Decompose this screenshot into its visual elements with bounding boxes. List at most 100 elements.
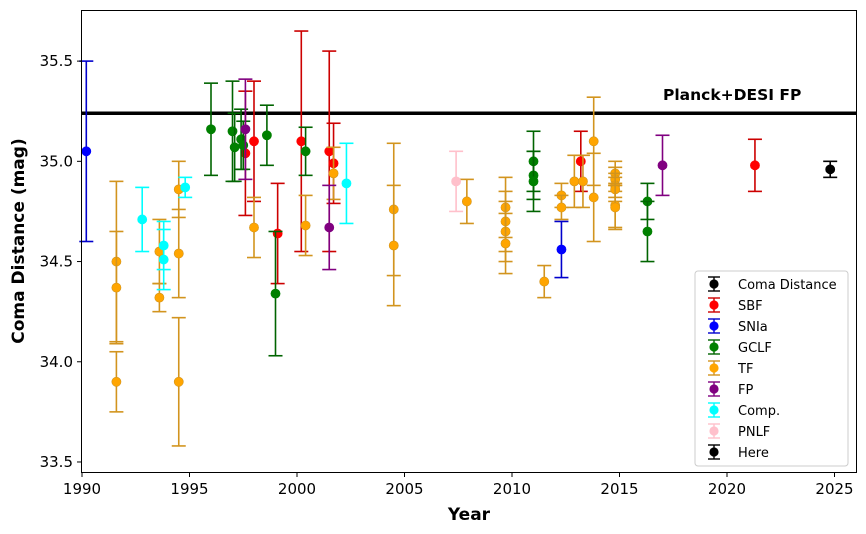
data-point bbox=[388, 240, 399, 251]
legend-label: Here bbox=[738, 446, 769, 461]
series-gclf bbox=[204, 80, 655, 357]
y-tick-label: 34.0 bbox=[40, 353, 73, 371]
data-point bbox=[137, 214, 148, 225]
data-point bbox=[206, 124, 216, 135]
series-comp bbox=[135, 142, 354, 291]
data-point bbox=[296, 136, 307, 147]
legend-label: Coma Distance bbox=[738, 278, 837, 293]
y-tick-label: 34.5 bbox=[40, 253, 73, 271]
data-point bbox=[539, 276, 550, 287]
legend-label: PNLF bbox=[738, 425, 770, 440]
x-tick-label: 2020 bbox=[708, 480, 746, 498]
legend-item: TF bbox=[708, 360, 753, 377]
legend-marker bbox=[709, 384, 719, 394]
legend-box bbox=[694, 270, 849, 467]
legend-item: GCLF bbox=[708, 339, 772, 356]
x-tick-label: 2010 bbox=[493, 480, 531, 498]
legend-item: SNIa bbox=[708, 318, 768, 335]
legend-label: SBF bbox=[738, 299, 763, 314]
data-point bbox=[341, 178, 352, 189]
data-point bbox=[324, 222, 335, 233]
legend-marker bbox=[709, 405, 719, 415]
data-point bbox=[261, 130, 272, 141]
data-point bbox=[556, 244, 567, 255]
data-point bbox=[229, 142, 240, 153]
data-point bbox=[249, 136, 259, 147]
y-tick-label: 33.5 bbox=[40, 453, 73, 471]
legend-marker bbox=[709, 447, 719, 457]
data-point bbox=[528, 176, 539, 187]
data-point bbox=[451, 176, 461, 187]
data-point bbox=[154, 292, 165, 303]
data-point bbox=[111, 376, 122, 387]
legend-marker bbox=[709, 300, 719, 310]
data-marks bbox=[79, 30, 856, 447]
legend-label: SNIa bbox=[738, 320, 768, 335]
y-axis: 33.5 34.0 34.5 35.0 35.5 bbox=[40, 52, 82, 471]
legend-label: TF bbox=[737, 362, 753, 377]
data-point bbox=[610, 202, 621, 213]
y-tick-label: 35.5 bbox=[40, 52, 73, 70]
x-axis-title: Year bbox=[447, 505, 491, 525]
x-tick-label: 2005 bbox=[385, 480, 423, 498]
legend-marker bbox=[709, 279, 719, 289]
legend-marker bbox=[709, 342, 719, 352]
data-point bbox=[300, 146, 311, 157]
data-point bbox=[657, 160, 668, 171]
data-point bbox=[750, 160, 760, 171]
legend-item: FP bbox=[708, 381, 753, 398]
data-point bbox=[461, 196, 472, 207]
legend-marker bbox=[709, 321, 719, 331]
data-point bbox=[270, 288, 281, 299]
legend-item: SBF bbox=[708, 297, 763, 314]
data-point bbox=[556, 202, 567, 213]
data-point bbox=[569, 176, 580, 187]
legend-item: PNLF bbox=[708, 423, 770, 440]
data-point bbox=[180, 182, 191, 193]
x-tick-label: 2000 bbox=[278, 480, 316, 498]
data-point bbox=[173, 376, 184, 387]
plot-frame bbox=[81, 10, 857, 473]
data-point bbox=[249, 222, 259, 233]
data-point bbox=[500, 238, 511, 249]
data-point bbox=[81, 146, 92, 157]
series-pnlf bbox=[449, 150, 464, 213]
data-point bbox=[300, 220, 311, 231]
x-axis: 1990 1995 2000 2005 2010 2015 2020 2025 bbox=[63, 472, 854, 498]
legend-marker bbox=[709, 426, 719, 436]
reference-line-label: Planck+DESI FP bbox=[663, 86, 801, 104]
data-point bbox=[173, 248, 184, 259]
data-point bbox=[328, 168, 339, 179]
legend-marker bbox=[709, 363, 719, 373]
data-point bbox=[272, 228, 283, 239]
y-axis-title: Coma Distance (mag) bbox=[9, 138, 29, 343]
data-point bbox=[111, 282, 122, 293]
data-point bbox=[588, 192, 599, 203]
data-point bbox=[240, 124, 251, 135]
series-here bbox=[823, 160, 838, 179]
data-point bbox=[642, 226, 653, 237]
data-point bbox=[158, 254, 169, 265]
legend-item: Here bbox=[708, 444, 769, 461]
data-point bbox=[578, 176, 588, 187]
legend-label: GCLF bbox=[738, 341, 772, 356]
data-point bbox=[227, 126, 238, 137]
legend-item: Comp. bbox=[708, 402, 780, 419]
series-tf bbox=[109, 96, 623, 447]
series-fp bbox=[238, 78, 670, 271]
x-tick-label: 1995 bbox=[170, 480, 208, 498]
x-tick-label: 2015 bbox=[600, 480, 638, 498]
data-point bbox=[575, 156, 586, 167]
x-tick-label: 1990 bbox=[63, 480, 101, 498]
data-point bbox=[238, 140, 249, 151]
series-snia bbox=[79, 60, 569, 279]
data-point bbox=[825, 164, 836, 175]
x-tick-label: 2025 bbox=[815, 480, 853, 498]
data-point bbox=[588, 136, 599, 147]
legend-item: Coma Distance bbox=[708, 276, 837, 293]
legend-label: FP bbox=[738, 383, 753, 398]
y-tick-label: 35.0 bbox=[40, 152, 73, 170]
legend: Coma Distance SBF SNIa GCLF TF FP Comp. PNLF Her… bbox=[694, 270, 849, 467]
legend-label: Comp. bbox=[738, 404, 780, 419]
